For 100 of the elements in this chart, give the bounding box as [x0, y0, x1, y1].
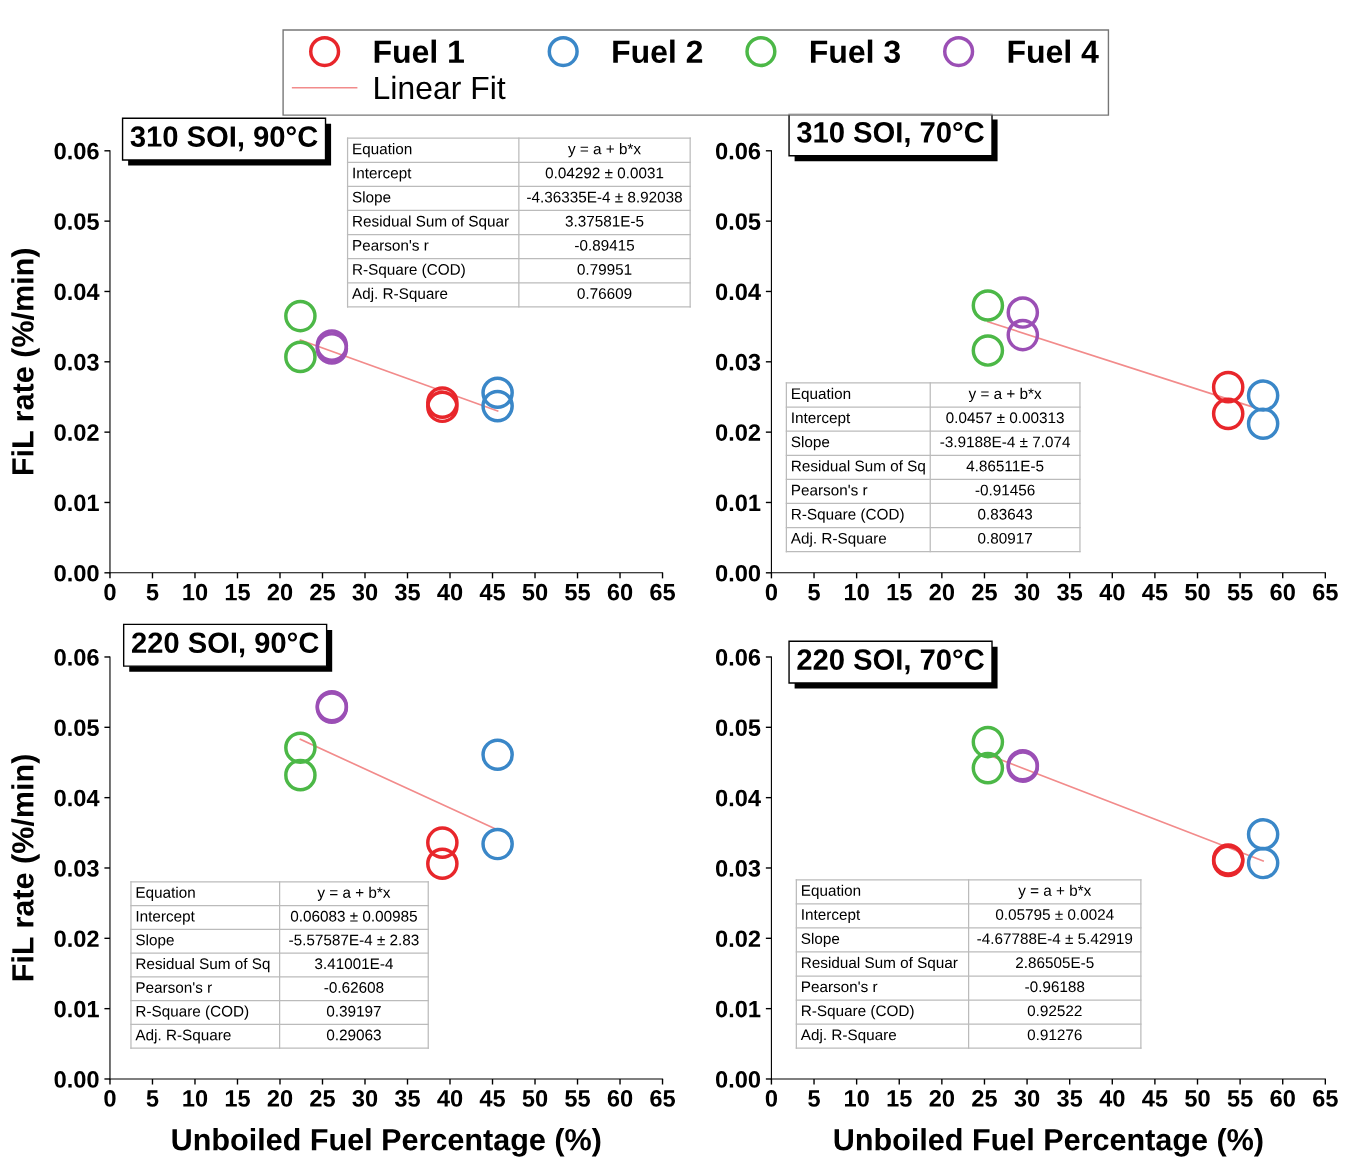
- x-tick-label: 0: [104, 1090, 116, 1107]
- chart-title: 220 SOI, 90°C: [131, 632, 319, 658]
- x-tick-label: 65: [650, 1090, 676, 1107]
- x-tick-label: 60: [1270, 1090, 1295, 1107]
- chart-title: 310 SOI, 90°C: [130, 126, 318, 152]
- legend-label: Fuel 1: [374, 39, 464, 64]
- annotation: 0.91276: [1027, 1029, 1082, 1041]
- x-tick-label: 5: [146, 584, 159, 601]
- x-tick-label: 50: [1185, 583, 1210, 601]
- x-tick-label: 15: [225, 584, 250, 601]
- x-tick-label: 50: [522, 1090, 548, 1107]
- x-tick-label: 50: [522, 583, 548, 601]
- x-tick-label: 0: [765, 1090, 778, 1107]
- y-tick-label: 0.06: [54, 142, 99, 160]
- x-tick-label: 0: [765, 583, 778, 601]
- x-tick-label: 15: [225, 1090, 250, 1107]
- x-tick-label: 20: [267, 1090, 293, 1107]
- x-tick-label: 45: [479, 1090, 505, 1107]
- x-tick-label: 35: [1057, 1090, 1083, 1107]
- annotation: 0.0457 ± 0.00313: [946, 412, 1064, 424]
- y-tick-label: 0.01: [54, 494, 99, 512]
- x-tick-label: 15: [887, 1090, 912, 1107]
- y-tick-label: 0.03: [54, 860, 99, 877]
- x-tick-label: 40: [437, 583, 463, 601]
- annotation: Intercept: [353, 167, 412, 182]
- x-tick-label: 30: [352, 583, 378, 601]
- annotation: y = a + b*x: [1018, 884, 1092, 899]
- annotation: 0.92522: [1027, 1005, 1082, 1017]
- legend-label: Fuel 2: [613, 39, 703, 64]
- x-tick-label: 45: [1142, 584, 1168, 601]
- annotation: Slope: [791, 436, 830, 451]
- y-tick-label: 0.00: [715, 564, 761, 582]
- y-axis-title: FiL rate (%/min): [11, 755, 40, 981]
- annotation: 3.41001E-4: [315, 958, 393, 970]
- annotation: Pearson's r: [802, 981, 878, 993]
- y-tick-label: 0.01: [54, 1000, 99, 1018]
- annotation: Adj. R-Square: [135, 1029, 231, 1044]
- annotation: Pearson's r: [136, 982, 212, 993]
- annotation: 0.29063: [326, 1029, 381, 1041]
- x-tick-label: 25: [310, 583, 335, 601]
- x-tick-label: 60: [607, 583, 633, 601]
- x-tick-label: 0: [104, 583, 116, 601]
- x-tick-label: 55: [1227, 584, 1253, 601]
- y-tick-label: 0.06: [715, 142, 761, 160]
- annotation: y = a + b*x: [968, 387, 1042, 403]
- annotation: Slope: [801, 932, 840, 948]
- annotation: Pearson's r: [353, 240, 429, 251]
- annotation: Adj. R-Square: [790, 532, 887, 547]
- annotation: 0.83643: [978, 508, 1033, 520]
- y-tick-label: 0.04: [54, 283, 100, 301]
- x-tick-label: 35: [1057, 583, 1083, 601]
- y-tick-label: 0.00: [715, 1071, 761, 1088]
- y-tick-label: 0.00: [54, 564, 99, 582]
- annotation: Intercept: [136, 910, 195, 925]
- x-tick-label: 10: [844, 583, 869, 601]
- annotation: y = a + b*x: [317, 886, 391, 901]
- y-tick-label: 0.03: [715, 353, 761, 371]
- annotation: 0.05795 ± 0.0024: [995, 909, 1114, 920]
- x-tick-label: 35: [394, 583, 420, 601]
- annotation: -0.96188: [1025, 981, 1085, 993]
- x-tick-label: 5: [808, 584, 820, 601]
- annotation: Intercept: [792, 412, 851, 427]
- x-tick-label: 60: [1270, 583, 1295, 601]
- annotation: -5.57587E-4 ± 2.83: [289, 934, 419, 946]
- chart-title: 310 SOI, 70°C: [797, 122, 984, 147]
- x-tick-label: 20: [267, 583, 293, 601]
- annotation: 3.37581E-5: [565, 215, 644, 227]
- annotation: 0.39197: [326, 1005, 381, 1017]
- annotation: -4.36335E-4 ± 8.92038: [527, 191, 682, 203]
- y-tick-label: 0.02: [54, 930, 99, 948]
- x-tick-label: 30: [1014, 583, 1040, 601]
- annotation: Intercept: [802, 909, 861, 923]
- annotation: 0.04292 ± 0.0031: [545, 167, 664, 179]
- annotation: 0.06083 ± 0.00985: [290, 910, 417, 922]
- y-tick-label: 0.05: [54, 213, 99, 230]
- x-tick-label: 5: [146, 1090, 159, 1107]
- x-axis-title: Unboiled Fuel Percentage (%): [834, 1128, 1263, 1157]
- annotation: Slope: [352, 191, 391, 206]
- x-tick-label: 10: [183, 583, 208, 601]
- x-tick-label: 65: [1313, 583, 1338, 601]
- y-tick-label: 0.03: [54, 353, 99, 371]
- y-tick-label: 0.04: [54, 789, 100, 807]
- x-tick-label: 30: [352, 1090, 378, 1107]
- x-tick-label: 55: [565, 1090, 590, 1107]
- chart-title: 220 SOI, 70°C: [797, 649, 984, 675]
- x-tick-label: 65: [650, 583, 676, 601]
- annotation: 0.76609: [577, 288, 632, 299]
- x-tick-label: 40: [437, 1090, 463, 1107]
- annotation: 0.80917: [978, 532, 1032, 544]
- y-tick-label: 0.02: [715, 424, 761, 441]
- annotation: 0.79951: [577, 264, 632, 275]
- x-axis-title: Unboiled Fuel Percentage (%): [172, 1128, 601, 1157]
- x-tick-label: 25: [310, 1090, 335, 1107]
- annotation: Slope: [136, 934, 174, 949]
- annotation: Equation: [802, 884, 861, 899]
- x-tick-label: 10: [844, 1090, 869, 1107]
- x-tick-label: 45: [479, 584, 505, 601]
- annotation: -0.91456: [975, 484, 1035, 496]
- annotation: R-Square (COD): [136, 1005, 249, 1020]
- x-tick-label: 10: [183, 1090, 208, 1107]
